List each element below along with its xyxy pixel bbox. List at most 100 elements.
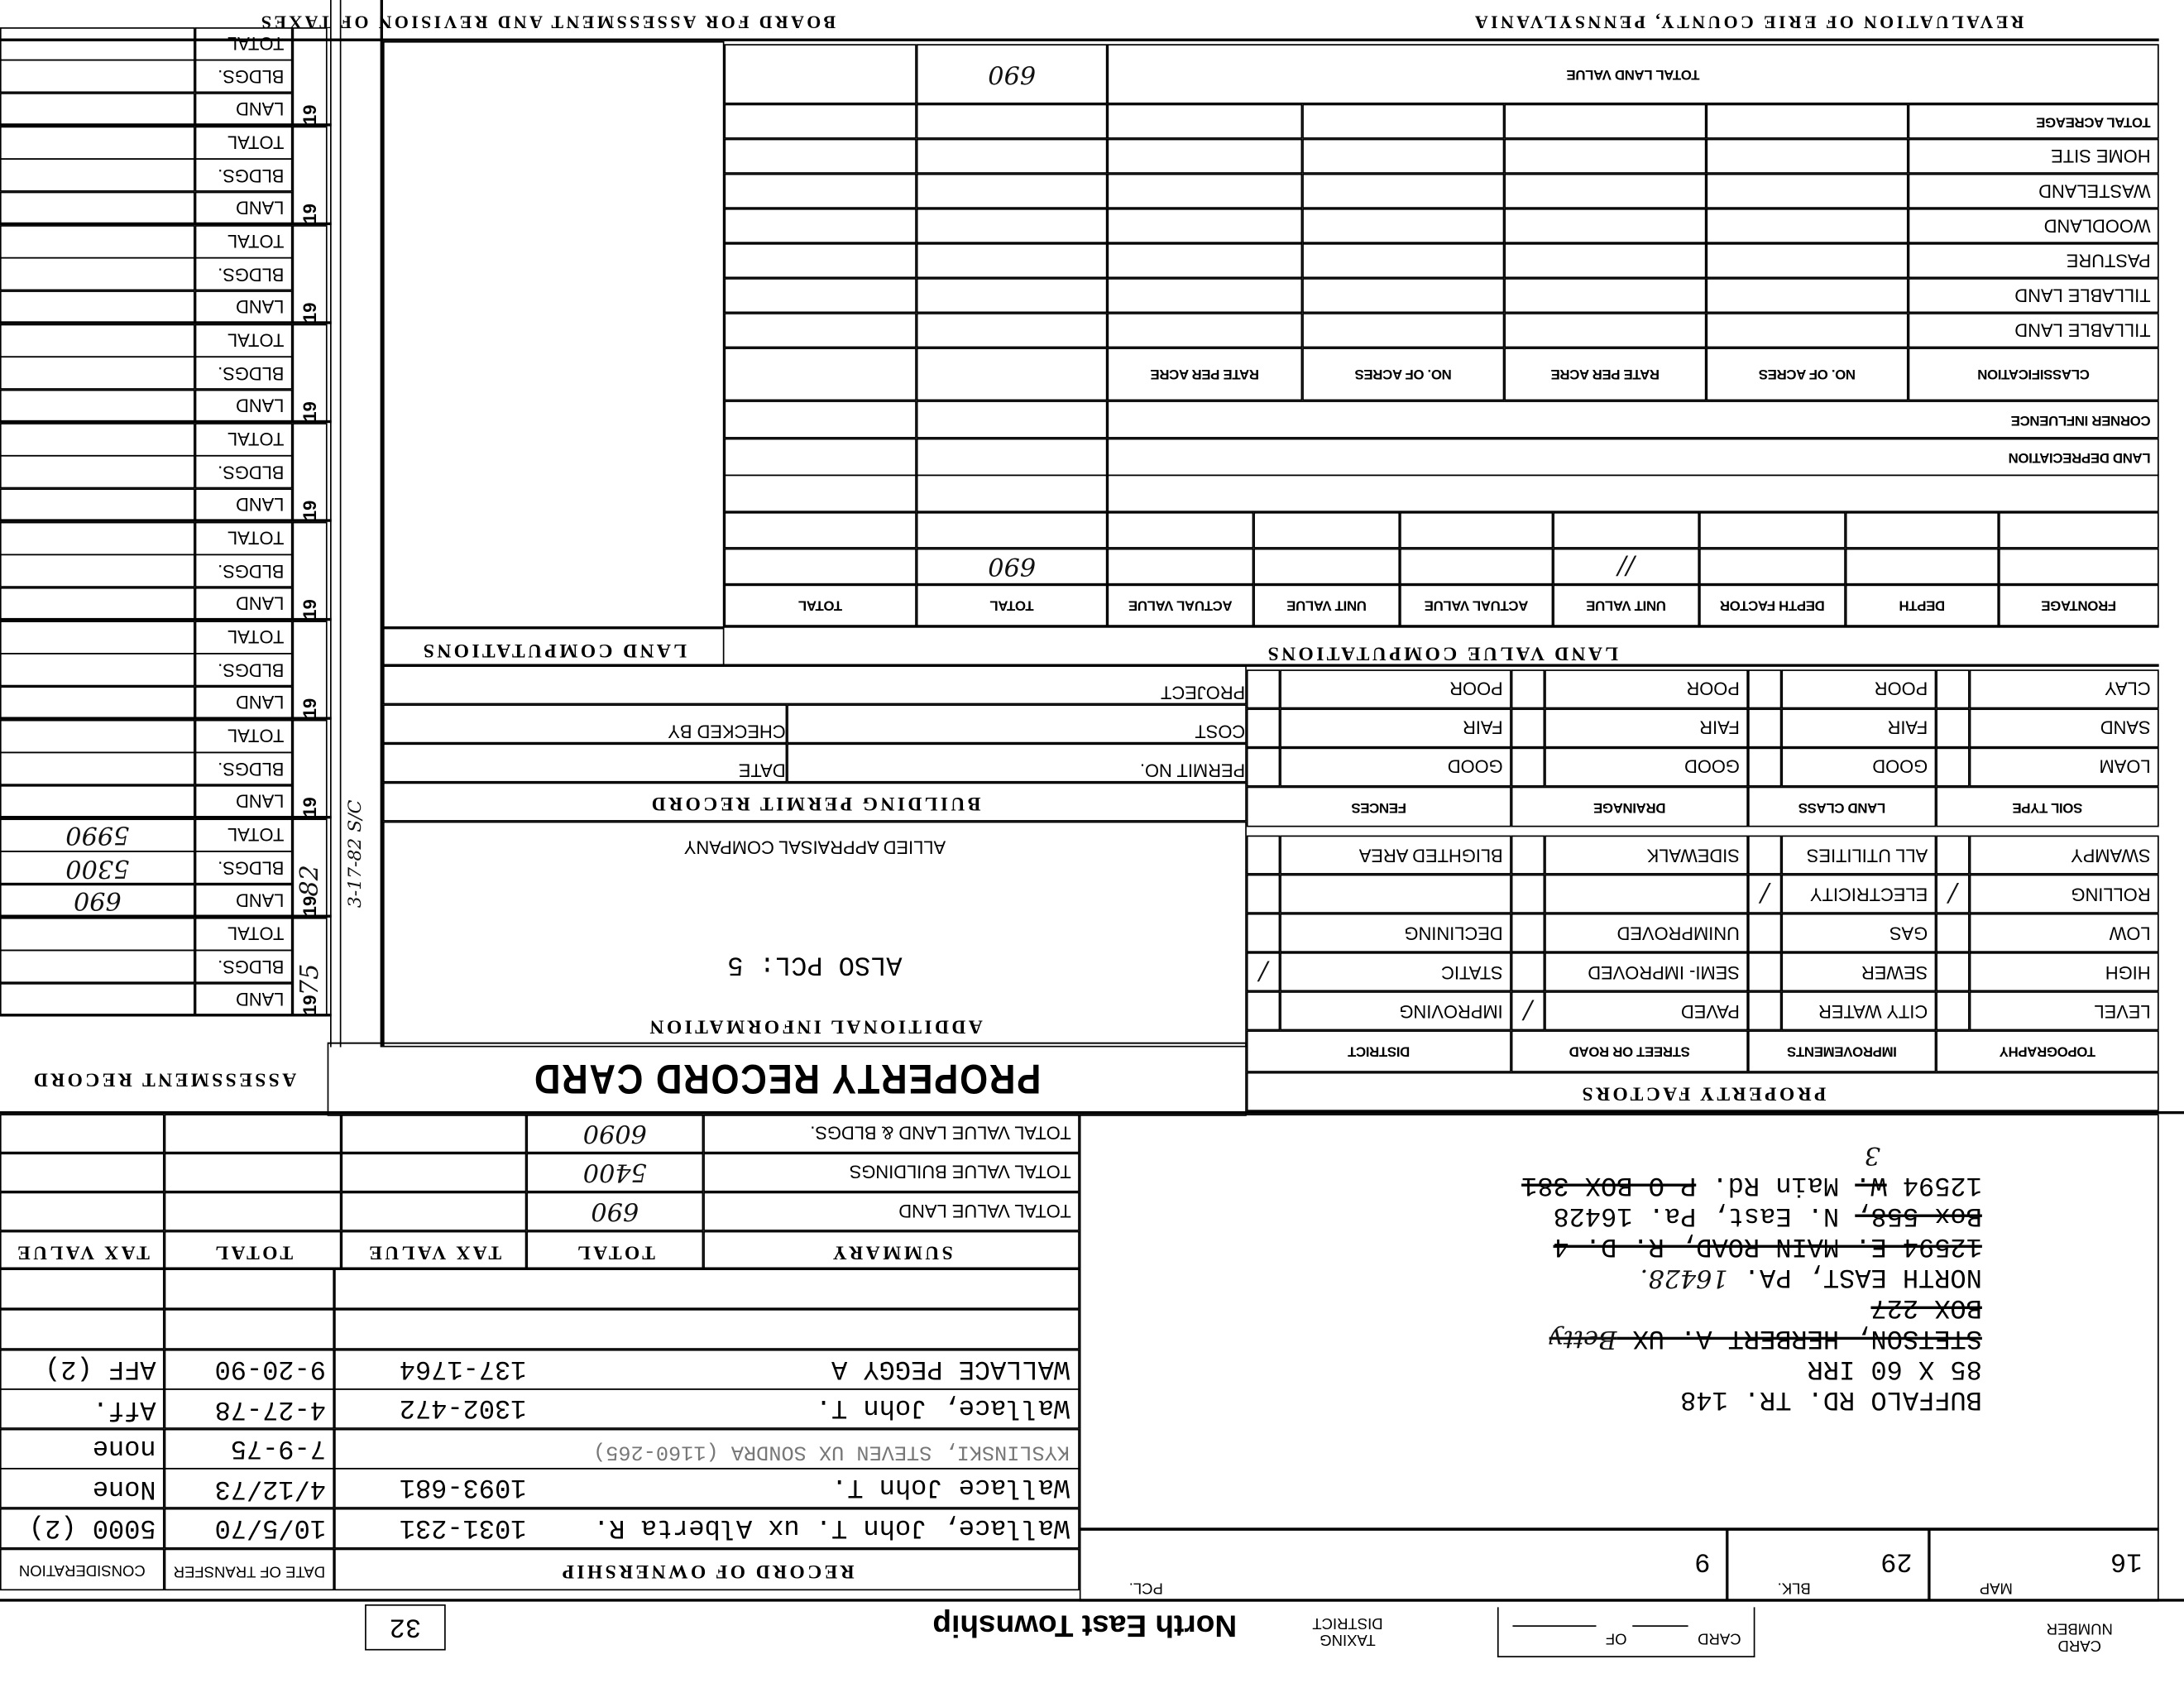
land-value-cell <box>1107 548 1254 585</box>
address-segment: 16428. <box>1640 1263 1728 1292</box>
summary-header: SUMMARY <box>703 1230 1080 1270</box>
assessment-label: LAND <box>194 93 293 127</box>
land-value-cell <box>724 474 917 512</box>
address-segment: BOX 227 <box>1870 1292 1982 1323</box>
classification-cell <box>724 243 917 279</box>
checkbox[interactable] <box>1246 669 1281 709</box>
assessment-value <box>0 587 195 621</box>
checkbox[interactable] <box>1936 952 1970 992</box>
classification-cell <box>1504 313 1707 348</box>
checkbox[interactable] <box>1511 952 1545 992</box>
checkbox[interactable]: / <box>1936 874 1970 914</box>
land-value-cell <box>724 438 917 477</box>
assessment-label: TOTAL <box>194 620 293 655</box>
checkbox[interactable] <box>1748 708 1782 748</box>
assessment-value <box>0 455 195 489</box>
summary-cell <box>164 1192 342 1231</box>
checkbox[interactable] <box>1246 747 1281 787</box>
transfer-date <box>164 1268 335 1310</box>
transfer-date: 4-27-78 <box>164 1388 335 1430</box>
land-value-cell <box>1699 548 1846 585</box>
land-value-cell <box>1553 511 1700 549</box>
address-line: NORTH EAST, PA. 16428. <box>1090 1262 1982 1292</box>
classification-label: HOME SITE <box>1908 138 2159 174</box>
classification-cell <box>1107 243 1303 279</box>
checkbox[interactable] <box>1511 913 1545 953</box>
classification-cell <box>1706 243 1909 279</box>
assessment-label: TOTAL <box>194 917 293 951</box>
checkbox[interactable] <box>1246 874 1281 914</box>
transfer-date-label: DATE OF TRANSFER <box>164 1548 335 1591</box>
checkbox[interactable] <box>1511 874 1545 914</box>
assessment-label: TOTAL <box>194 818 293 852</box>
land-value-header: FRONTAGE <box>1999 584 2159 627</box>
rule-line <box>339 0 342 1048</box>
consideration: none <box>0 1428 165 1470</box>
soil-header: LAND CLASS <box>1748 786 1937 827</box>
checkbox[interactable] <box>1246 708 1281 748</box>
land-value-cell <box>1999 511 2159 549</box>
checkbox[interactable] <box>1748 991 1782 1031</box>
consideration: None <box>0 1468 165 1509</box>
classification-cell <box>1107 313 1303 348</box>
checkbox[interactable] <box>1511 669 1545 709</box>
checkbox[interactable] <box>1936 991 1970 1031</box>
blank-row <box>1107 474 2159 512</box>
summary-row-label: TOTAL VALUE LAND & BLDGS. <box>703 1114 1080 1153</box>
checked-by-label: CHECKED BY <box>382 704 788 744</box>
checkbox[interactable] <box>1748 913 1782 953</box>
card-label: CARD <box>1698 1629 1741 1647</box>
checkbox[interactable] <box>1511 747 1545 787</box>
land-value-cell <box>1845 548 2000 585</box>
checkbox[interactable] <box>1748 952 1782 992</box>
assessment-label: TOTAL <box>194 521 293 555</box>
land-value-header: TOTAL <box>916 584 1108 627</box>
soil-cell: GOOD <box>1280 747 1511 787</box>
checkbox[interactable] <box>1936 747 1970 787</box>
checkbox[interactable] <box>1511 708 1545 748</box>
classification-cell <box>724 208 917 244</box>
checkbox[interactable] <box>1246 991 1281 1031</box>
checkbox[interactable] <box>1748 747 1782 787</box>
rule-line <box>382 626 725 630</box>
checkbox[interactable] <box>1246 913 1281 953</box>
soil-cell: GOOD <box>1781 747 1937 787</box>
classification-cell <box>916 278 1108 314</box>
year-prefix: 19 <box>299 104 321 125</box>
checkbox[interactable] <box>1748 835 1782 875</box>
checkbox[interactable] <box>1936 708 1970 748</box>
footer-left: REVALUATION OF ERIE COUNTY, PENNSYLVANIA <box>1472 12 2024 33</box>
consideration: Aff. <box>0 1388 165 1430</box>
transfer-date: 9-20-90 <box>164 1349 335 1390</box>
classification-cell <box>1107 103 1303 139</box>
assessment-label: BLDGS. <box>194 851 293 885</box>
property-factor-header: DISTRICT <box>1246 1030 1511 1072</box>
owner-name: KYSLINSKI, STEVEN UX SONDRA (1160-265) <box>593 1439 1070 1464</box>
year-prefix: 19 <box>299 797 321 818</box>
project-label: PROJECT <box>382 665 1247 705</box>
land-value-cell <box>1253 511 1401 549</box>
checkbox[interactable] <box>1246 835 1281 875</box>
land-value-cell <box>724 511 917 549</box>
additional-info-note: ALSO PCL: 5 <box>727 949 903 981</box>
checkbox[interactable] <box>1936 913 1970 953</box>
summary-header: TAX VALUE <box>341 1230 527 1270</box>
assessment-label: LAND <box>194 884 293 918</box>
assessment-value <box>0 620 195 655</box>
classification-label: TILLABLE LAND <box>1908 278 2159 314</box>
checkbox[interactable] <box>1511 835 1545 875</box>
year-prefix: 19 <box>299 500 321 521</box>
checkbox[interactable]: / <box>1748 874 1782 914</box>
checkbox[interactable] <box>1748 669 1782 709</box>
checkbox[interactable]: / <box>1511 991 1545 1031</box>
classification-cell <box>1302 173 1505 209</box>
checkbox[interactable]: / <box>1246 952 1281 992</box>
assessment-value <box>0 290 195 324</box>
checkbox[interactable] <box>1936 669 1970 709</box>
land-value-cell <box>916 438 1108 477</box>
rule-line <box>0 38 2159 41</box>
property-factor-cell: IMPROVING <box>1280 991 1511 1031</box>
classification-cell <box>1107 278 1303 314</box>
checkbox[interactable] <box>1936 835 1970 875</box>
assessment-year: 19 75 <box>292 917 328 1017</box>
